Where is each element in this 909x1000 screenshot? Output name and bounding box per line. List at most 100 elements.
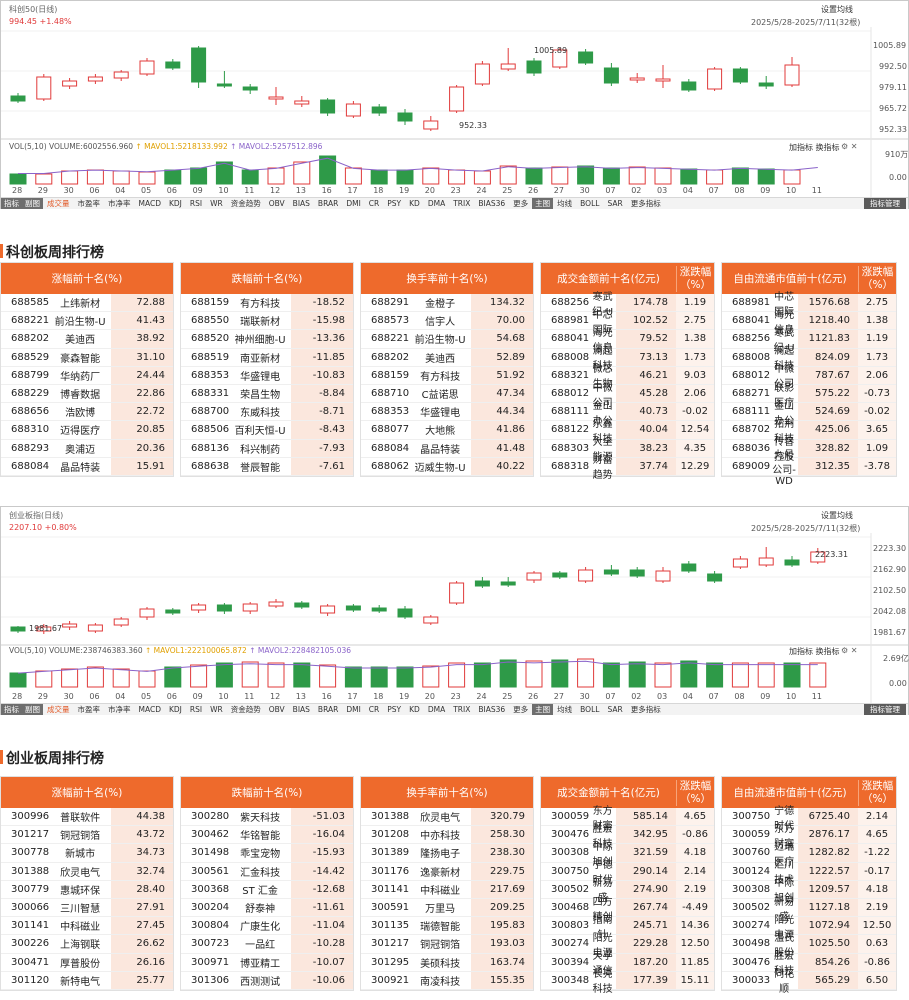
table-row[interactable]: 300059 东方财富 2876.17 4.65 xyxy=(722,824,896,850)
stock-name[interactable]: 前沿生物-U xyxy=(54,317,106,329)
stock-name[interactable]: 联影医疗 xyxy=(774,382,795,409)
table-row[interactable]: 300750 宁德时代 6725.40 2.14 xyxy=(722,806,896,832)
stock-code[interactable]: 300280 xyxy=(191,811,230,823)
stock-name[interactable]: 迈得医疗 xyxy=(60,426,101,438)
stock-name[interactable]: 东方财富 xyxy=(592,805,613,832)
stock-name[interactable]: 中微公司 xyxy=(592,382,613,409)
stock-code[interactable]: 300066 xyxy=(11,902,50,914)
stock-name[interactable]: C益诺思 xyxy=(421,390,459,402)
stock-name[interactable]: 拓荆科技 xyxy=(774,418,795,445)
toolbar-item[interactable]: 副图 xyxy=(22,198,43,209)
toolbar-item[interactable]: WR xyxy=(210,705,223,714)
toolbar-item[interactable]: 主图 xyxy=(532,198,554,209)
stock-name[interactable]: 南亚新材 xyxy=(240,353,281,365)
stock-code[interactable]: 300750 xyxy=(551,865,590,877)
stock-code[interactable]: 688159 xyxy=(371,369,410,381)
stock-name[interactable]: 博睿数据 xyxy=(60,390,101,402)
stock-name[interactable]: 胜宏科技 xyxy=(774,951,795,978)
table-row[interactable]: 300308 中际旭创 1209.57 4.18 xyxy=(722,878,896,904)
stock-name[interactable]: 中科磁业 xyxy=(420,885,461,897)
toolbar-item[interactable]: RSI xyxy=(189,199,203,208)
table-row[interactable]: 300760 迈瑞医疗 1282.82 -1.22 xyxy=(722,842,896,868)
stock-code[interactable]: 301120 xyxy=(11,974,50,986)
stock-name[interactable]: 上海钢联 xyxy=(60,940,101,952)
toolbar-item[interactable]: BOLL xyxy=(580,199,600,208)
stock-name[interactable]: 澜起科技 xyxy=(774,346,795,373)
table-row[interactable]: 688638 誉辰智能 -7.61 xyxy=(181,457,353,476)
toolbar-item[interactable]: 资金趋势 xyxy=(230,705,261,714)
table-row[interactable]: 688084 晶品特装 41.48 xyxy=(361,439,533,458)
table-row[interactable]: 300778 新城市 34.73 xyxy=(1,844,173,863)
stock-code[interactable]: 688981 xyxy=(732,297,771,309)
toolbar-item[interactable]: TRIX xyxy=(453,705,471,714)
table-row[interactable]: 301208 中亦科技 258.30 xyxy=(361,826,533,845)
stock-code[interactable]: 688353 xyxy=(191,369,230,381)
toolbar-item[interactable]: PSY xyxy=(387,199,402,208)
toolbar-item[interactable]: DMA xyxy=(427,705,446,714)
stock-code[interactable]: 688710 xyxy=(371,388,410,400)
stock-name[interactable]: 华盛锂电 xyxy=(240,371,281,383)
stock-code[interactable]: 688981 xyxy=(551,315,590,327)
toolbar-item[interactable]: WR xyxy=(210,199,223,208)
table-row[interactable]: 300502 新易盛 274.90 2.19 xyxy=(541,878,714,904)
toolbar-item[interactable]: KDJ xyxy=(168,199,182,208)
stock-name[interactable]: 科兴制药 xyxy=(240,444,281,456)
toolbar-item[interactable]: RSI xyxy=(189,705,203,714)
toolbar-item[interactable]: TRIX xyxy=(453,199,471,208)
stock-code[interactable]: 688122 xyxy=(551,424,590,436)
table-row[interactable]: 688585 上纬新材 72.88 xyxy=(1,294,173,313)
stock-name[interactable]: 长亮科技 xyxy=(592,969,613,996)
stock-code[interactable]: 688012 xyxy=(551,388,590,400)
table-row[interactable]: 301388 欣灵电气 320.79 xyxy=(361,808,533,827)
stock-name[interactable]: 中芯国际 xyxy=(592,309,613,336)
gear-icon[interactable]: ⚙ ✕ xyxy=(841,646,858,655)
stock-code[interactable]: 301217 xyxy=(11,829,50,841)
table-row[interactable]: 300476 胜宏科技 342.95 -0.86 xyxy=(541,824,714,850)
table-row[interactable]: 688303 大全能源 38.23 4.35 xyxy=(541,437,714,463)
stock-name[interactable]: 欣灵电气 xyxy=(60,867,101,879)
stock-name[interactable]: 微芯生物 xyxy=(592,364,613,391)
table-row[interactable]: 300059 东方财富 585.14 4.65 xyxy=(541,806,714,832)
stock-name[interactable]: 百利天恒-U xyxy=(234,426,286,438)
ma-settings-button[interactable]: 设置均线 xyxy=(821,511,853,520)
table-row[interactable]: 688062 迈威生物-U 40.22 xyxy=(361,457,533,476)
table-row[interactable]: 688111 金山办公 40.73 -0.02 xyxy=(541,401,714,427)
stock-code[interactable]: 688062 xyxy=(371,460,410,472)
table-row[interactable]: 688321 微芯生物 46.21 9.03 xyxy=(541,364,714,390)
toolbar-item[interactable]: OBV xyxy=(268,705,285,714)
toolbar-item[interactable]: DMA xyxy=(427,199,446,208)
table-row[interactable]: 688529 豪森智能 31.10 xyxy=(1,348,173,367)
stock-code[interactable]: 301388 xyxy=(371,811,410,823)
toolbar-item[interactable]: KD xyxy=(409,199,420,208)
stock-code[interactable]: 301295 xyxy=(371,956,410,968)
stock-code[interactable]: 300750 xyxy=(732,811,771,823)
table-row[interactable]: 688084 晶品特装 15.91 xyxy=(1,457,173,476)
stock-code[interactable]: 688353 xyxy=(371,406,410,418)
stock-name[interactable]: 誉辰智能 xyxy=(240,462,281,474)
toolbar-item[interactable]: MACD xyxy=(138,705,161,714)
stock-name[interactable]: 晶品特装 xyxy=(420,444,461,456)
stock-name[interactable]: 中际旭创 xyxy=(774,878,795,905)
table-row[interactable]: 688799 华纳药厂 24.44 xyxy=(1,366,173,385)
stock-name[interactable]: 四方精创 xyxy=(592,896,613,923)
table-row[interactable]: 301217 铜冠铜箔 43.72 xyxy=(1,826,173,845)
stock-name[interactable]: 天孚通信 xyxy=(592,951,613,978)
table-row[interactable]: 688202 美迪西 52.89 xyxy=(361,348,533,367)
stock-name[interactable]: 财富趋势 xyxy=(592,455,613,482)
stock-name[interactable]: 迈威生物-U xyxy=(414,462,466,474)
table-row[interactable]: 300804 广康生化 -11.04 xyxy=(181,917,353,936)
table-row[interactable]: 688041 海光信息 79.52 1.38 xyxy=(541,328,714,354)
table-row[interactable]: 300921 南凌科技 155.35 xyxy=(361,971,533,990)
stock-name[interactable]: 温氏股份 xyxy=(774,932,795,959)
stock-code[interactable]: 300476 xyxy=(732,956,771,968)
stock-code[interactable]: 301389 xyxy=(371,847,410,859)
table-row[interactable]: 301217 铜冠铜箔 193.03 xyxy=(361,935,533,954)
toolbar-item[interactable]: 副图 xyxy=(22,704,43,715)
stock-code[interactable]: 688008 xyxy=(551,351,590,363)
stock-code[interactable]: 300033 xyxy=(732,974,771,986)
stock-code[interactable]: 300274 xyxy=(551,938,590,950)
table-row[interactable]: 688136 科兴制药 -7.93 xyxy=(181,439,353,458)
toolbar-item[interactable]: OBV xyxy=(268,199,285,208)
stock-code[interactable]: 688202 xyxy=(11,333,50,345)
table-row[interactable]: 301135 瑞德智能 195.83 xyxy=(361,917,533,936)
